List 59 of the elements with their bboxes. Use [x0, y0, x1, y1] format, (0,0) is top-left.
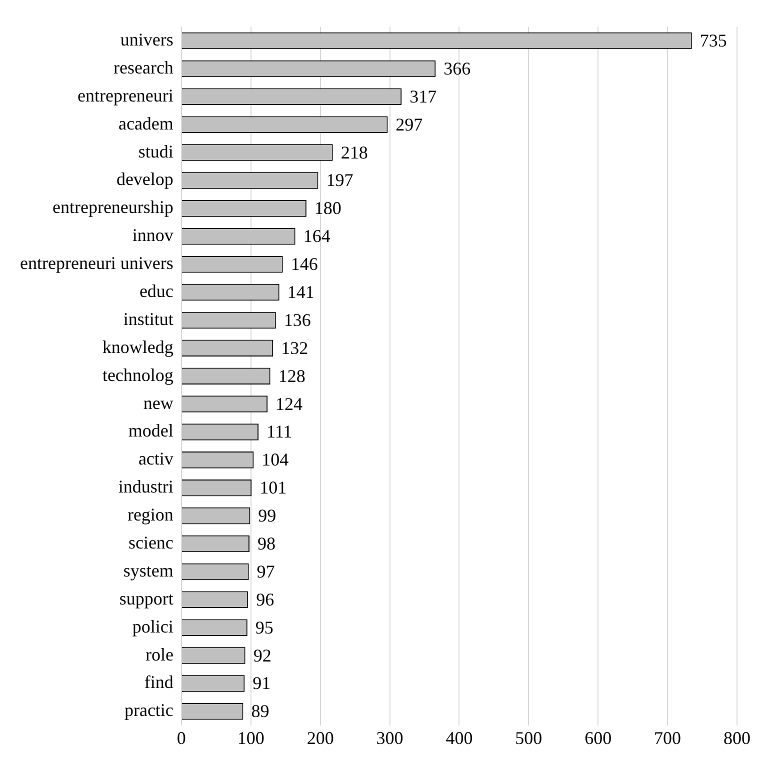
y-tick-label: academ	[118, 113, 174, 134]
data-label: 128	[278, 366, 306, 386]
y-tick-label: industri	[118, 476, 174, 497]
x-tick-label: 300	[376, 728, 404, 748]
data-label: 104	[262, 450, 289, 470]
y-tick-label: new	[143, 392, 174, 413]
x-tick-label: 100	[237, 728, 264, 748]
x-tick-label: 0	[176, 728, 186, 748]
y-tick-label: univers	[120, 30, 174, 50]
y-tick-label: activ	[138, 448, 174, 469]
y-tick-label: entrepreneuri univers	[20, 253, 174, 274]
x-tick-label: 500	[515, 728, 542, 748]
data-label: 197	[326, 170, 354, 190]
x-tick-label: 700	[654, 728, 682, 748]
y-tick-label: educ	[139, 281, 174, 301]
y-tick-label: model	[128, 420, 174, 441]
data-label: 89	[251, 701, 270, 722]
data-label: 101	[260, 478, 287, 498]
y-tick-label: support	[119, 588, 174, 608]
data-label: 98	[257, 534, 276, 554]
y-tick-label: practic	[124, 700, 174, 720]
data-label: 735	[700, 30, 727, 51]
x-tick-label: 400	[446, 728, 473, 748]
data-label: 111	[266, 422, 292, 442]
y-tick-label: institut	[123, 308, 174, 329]
y-tick-label: scienc	[128, 532, 174, 552]
y-tick-label: role	[145, 644, 174, 664]
data-label: 91	[252, 673, 271, 694]
data-label: 180	[314, 198, 342, 218]
data-label: 97	[256, 561, 275, 582]
data-label: 92	[253, 645, 272, 666]
data-label: 164	[303, 226, 330, 246]
data-label: 96	[256, 589, 274, 610]
x-tick-label: 200	[306, 728, 334, 748]
data-label: 99	[258, 506, 276, 526]
data-label: 141	[287, 282, 314, 302]
y-tick-label: system	[123, 560, 174, 580]
x-tick-label: 600	[584, 728, 612, 748]
data-label: 366	[444, 58, 471, 78]
y-tick-label: knowledg	[102, 336, 174, 357]
y-tick-label: polici	[132, 616, 174, 636]
y-tick-label: region	[127, 504, 174, 525]
data-label: 146	[290, 254, 318, 274]
y-tick-label: find	[144, 672, 174, 692]
data-label: 124	[276, 394, 303, 414]
y-tick-label: studi	[138, 141, 174, 162]
y-tick-label: innov	[132, 225, 174, 246]
data-label: 132	[281, 338, 308, 358]
y-tick-label: entrepreneuri	[77, 85, 174, 106]
data-label: 218	[340, 142, 368, 162]
y-tick-label: entrepreneurship	[52, 197, 174, 218]
data-label: 297	[396, 114, 423, 134]
y-tick-label: technolog	[102, 364, 174, 385]
data-label: 136	[284, 310, 311, 330]
data-label: 95	[255, 617, 274, 638]
y-tick-label: develop	[116, 169, 174, 190]
x-tick-label: 800	[724, 728, 750, 748]
y-tick-label: research	[113, 57, 174, 78]
data-label: 317	[410, 86, 437, 106]
